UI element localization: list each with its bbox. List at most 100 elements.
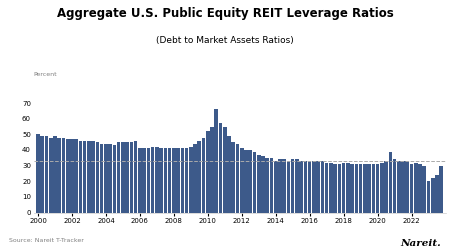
- Bar: [380, 162, 384, 212]
- Bar: [274, 161, 278, 212]
- Text: (Debt to Market Assets Ratios): (Debt to Market Assets Ratios): [156, 36, 294, 45]
- Bar: [405, 161, 409, 212]
- Bar: [397, 161, 400, 212]
- Bar: [359, 164, 362, 212]
- Bar: [49, 138, 53, 212]
- Bar: [215, 110, 218, 212]
- Text: Nareit.: Nareit.: [400, 238, 441, 248]
- Bar: [376, 164, 379, 212]
- Bar: [355, 164, 358, 212]
- Bar: [206, 131, 210, 212]
- Bar: [244, 150, 248, 212]
- Bar: [431, 178, 435, 212]
- Bar: [74, 139, 78, 212]
- Bar: [108, 144, 112, 212]
- Bar: [257, 155, 261, 212]
- Bar: [223, 126, 226, 212]
- Bar: [342, 162, 346, 212]
- Bar: [231, 142, 235, 212]
- Bar: [66, 139, 69, 212]
- Bar: [248, 150, 252, 212]
- Bar: [266, 158, 269, 212]
- Text: Aggregate U.S. Public Equity REIT Leverage Ratios: Aggregate U.S. Public Equity REIT Levera…: [57, 8, 393, 20]
- Bar: [198, 140, 201, 212]
- Bar: [100, 144, 104, 212]
- Bar: [304, 161, 307, 212]
- Bar: [70, 139, 74, 212]
- Bar: [151, 147, 154, 212]
- Bar: [36, 134, 40, 212]
- Bar: [346, 162, 350, 212]
- Bar: [87, 140, 91, 212]
- Bar: [104, 144, 108, 212]
- Bar: [312, 161, 316, 212]
- Bar: [363, 164, 367, 212]
- Bar: [414, 162, 418, 212]
- Bar: [172, 148, 176, 212]
- Bar: [372, 164, 375, 212]
- Bar: [388, 152, 392, 212]
- Text: Percent: Percent: [34, 72, 58, 78]
- Bar: [320, 161, 324, 212]
- Bar: [393, 160, 396, 212]
- Bar: [62, 138, 65, 212]
- Bar: [45, 136, 48, 212]
- Bar: [83, 140, 86, 212]
- Bar: [410, 164, 414, 212]
- Bar: [134, 140, 137, 212]
- Bar: [299, 161, 303, 212]
- Bar: [193, 144, 197, 212]
- Bar: [283, 160, 286, 212]
- Bar: [287, 161, 290, 212]
- Bar: [138, 148, 142, 212]
- Bar: [219, 124, 222, 212]
- Bar: [270, 158, 273, 212]
- Bar: [202, 138, 205, 212]
- Bar: [142, 148, 146, 212]
- Bar: [168, 148, 171, 212]
- Bar: [440, 166, 443, 212]
- Text: Source: Nareit T-Tracker: Source: Nareit T-Tracker: [9, 238, 84, 242]
- Bar: [329, 162, 333, 212]
- Bar: [40, 136, 44, 212]
- Bar: [159, 148, 163, 212]
- Bar: [423, 166, 426, 212]
- Bar: [384, 161, 388, 212]
- Bar: [121, 142, 125, 212]
- Bar: [338, 164, 341, 212]
- Bar: [185, 148, 189, 212]
- Bar: [95, 142, 99, 212]
- Bar: [295, 160, 299, 212]
- Bar: [401, 161, 405, 212]
- Bar: [163, 148, 167, 212]
- Bar: [210, 126, 214, 212]
- Bar: [291, 160, 294, 212]
- Bar: [418, 164, 422, 212]
- Bar: [240, 148, 243, 212]
- Bar: [126, 142, 129, 212]
- Bar: [350, 164, 354, 212]
- Bar: [53, 136, 57, 212]
- Bar: [253, 152, 256, 212]
- Bar: [261, 156, 265, 212]
- Bar: [189, 147, 193, 212]
- Bar: [180, 148, 184, 212]
- Bar: [58, 138, 61, 212]
- Bar: [155, 147, 159, 212]
- Bar: [236, 144, 239, 212]
- Bar: [308, 161, 311, 212]
- Bar: [367, 164, 371, 212]
- Bar: [130, 142, 133, 212]
- Bar: [112, 145, 116, 212]
- Bar: [176, 148, 180, 212]
- Bar: [316, 161, 320, 212]
- Bar: [227, 136, 231, 212]
- Bar: [91, 140, 95, 212]
- Bar: [325, 162, 328, 212]
- Bar: [427, 181, 430, 212]
- Bar: [79, 140, 82, 212]
- Bar: [147, 148, 150, 212]
- Bar: [117, 142, 121, 212]
- Bar: [333, 164, 337, 212]
- Bar: [435, 175, 439, 212]
